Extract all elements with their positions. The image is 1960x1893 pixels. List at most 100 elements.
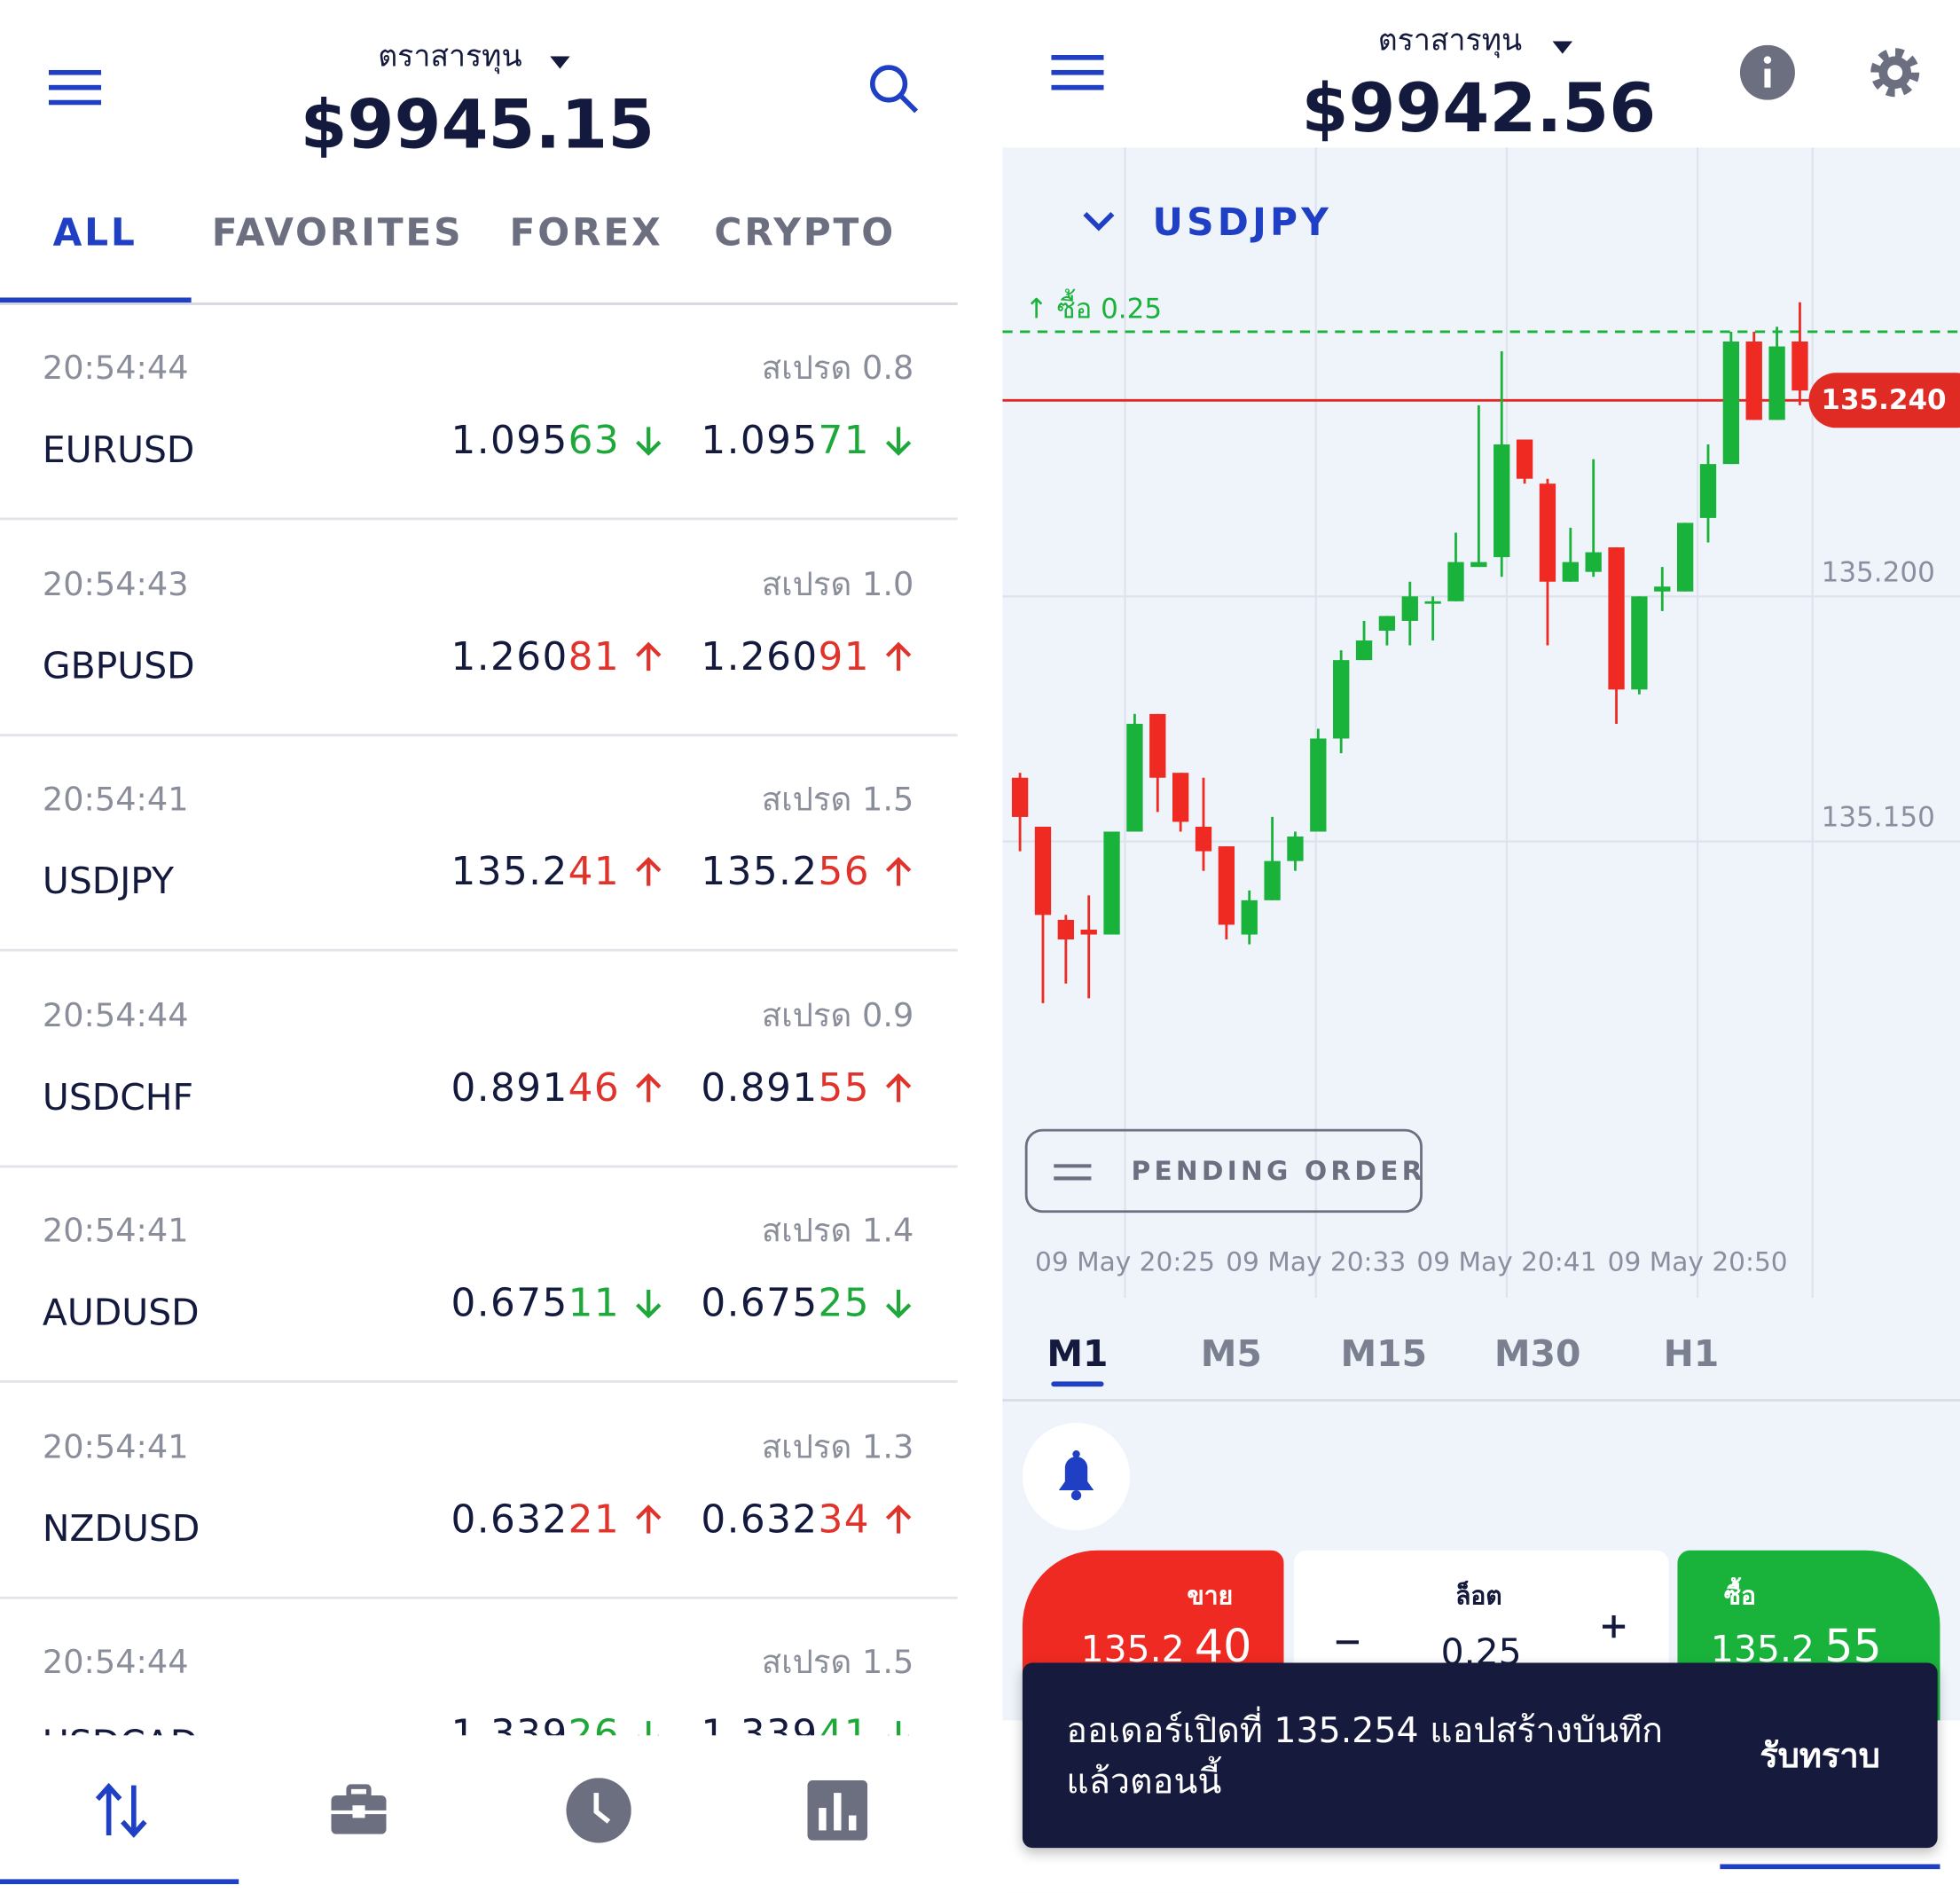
- ask-price[interactable]: 0.89155: [701, 1068, 914, 1108]
- nav-history-glyph: [566, 1778, 631, 1843]
- info-button-glyph: [1739, 44, 1795, 100]
- nav-history[interactable]: [566, 1778, 631, 1843]
- candle-body: [1745, 342, 1762, 420]
- price-main: 0.675: [451, 1280, 568, 1326]
- dropdown-caret[interactable]: [550, 50, 570, 69]
- bid-price[interactable]: 0.89146: [451, 1068, 665, 1108]
- nav-portfolio[interactable]: [331, 1784, 387, 1834]
- ask-price[interactable]: 1.09571: [701, 421, 914, 461]
- nav-stats[interactable]: [807, 1780, 868, 1841]
- toast-action[interactable]: รับทราบ: [1760, 1737, 1880, 1777]
- nav-trade[interactable]: [95, 1782, 147, 1838]
- candle-body: [1333, 660, 1350, 739]
- candle-body: [1516, 439, 1533, 479]
- x-tick-label: 09 May 20:25: [1035, 1246, 1215, 1277]
- balance: $9942.56: [1301, 68, 1657, 148]
- bid-price[interactable]: 1.09563: [451, 421, 665, 461]
- candle-body: [1562, 562, 1579, 582]
- spread: สเปรด 1.3: [761, 1428, 914, 1466]
- quote-time: 20:54:41: [42, 781, 189, 820]
- dropdown-caret[interactable]: [1552, 35, 1573, 54]
- menu-button[interactable]: [1051, 55, 1104, 90]
- symbol[interactable]: USDCHF: [42, 1075, 194, 1119]
- symbol[interactable]: NZDUSD: [42, 1506, 200, 1550]
- ask-price[interactable]: 1.26091: [701, 637, 914, 677]
- settings-button-glyph: [1870, 48, 1920, 98]
- menu-button[interactable]: [48, 69, 102, 106]
- candle-body: [1494, 444, 1510, 558]
- candle-body: [1264, 860, 1281, 900]
- left-panel: [0, 0, 960, 1893]
- spread: สเปรด 1.0: [761, 565, 914, 604]
- ask-price[interactable]: 0.63234: [701, 1500, 914, 1539]
- tab[interactable]: FOREX: [509, 211, 663, 255]
- candle-body: [1791, 342, 1808, 391]
- pending-order-glyph-glyph: [1054, 1164, 1092, 1181]
- chart-symbol[interactable]: USDJPY: [1152, 200, 1333, 246]
- timeframe-tab[interactable]: M1: [1047, 1331, 1109, 1375]
- candle-body: [1287, 837, 1304, 861]
- timeframe-tab[interactable]: M15: [1340, 1331, 1428, 1375]
- search-button[interactable]: [867, 62, 920, 114]
- symbol[interactable]: USDJPY: [42, 859, 175, 902]
- info-button[interactable]: [1739, 44, 1795, 100]
- tab[interactable]: ALL: [52, 211, 137, 255]
- lot-increase-glyph: [1602, 1614, 1626, 1638]
- tab[interactable]: CRYPTO: [714, 211, 896, 255]
- bid-price[interactable]: 0.63221: [451, 1500, 665, 1539]
- search-button-glyph: [869, 65, 919, 114]
- candle-body: [1057, 919, 1074, 940]
- candle-body: [1195, 826, 1212, 852]
- price-main: 0.891: [701, 1064, 819, 1111]
- candle-body: [1424, 601, 1441, 604]
- buy-price: 135.2 55: [1711, 1625, 1882, 1670]
- price-main: 0.632: [701, 1496, 819, 1542]
- symbol[interactable]: AUDUSD: [42, 1291, 200, 1334]
- candle-body: [1608, 547, 1625, 690]
- alert-button[interactable]: [1022, 1422, 1131, 1531]
- x-tick-label: 09 May 20:33: [1226, 1246, 1407, 1277]
- quote-time: 20:54:41: [42, 1428, 189, 1466]
- price-main: 1.260: [451, 633, 568, 679]
- tab-divider: [0, 302, 958, 305]
- price-main: 1.260: [701, 633, 819, 679]
- price-pips: 63: [568, 418, 621, 464]
- account-label[interactable]: ตราสารทุน: [378, 38, 522, 75]
- nav-trade-glyph: [95, 1782, 147, 1838]
- bid-price[interactable]: 0.67511: [451, 1284, 665, 1324]
- timeframe-tab[interactable]: M5: [1200, 1331, 1262, 1375]
- lot-increase[interactable]: [1602, 1614, 1626, 1638]
- quote-time: 20:54:43: [42, 565, 189, 604]
- price-pips: 40: [1194, 1622, 1252, 1673]
- bid-price[interactable]: 1.26081: [451, 637, 665, 677]
- price-pips: 41: [568, 849, 621, 895]
- timeframe-tab[interactable]: M30: [1494, 1331, 1581, 1375]
- account-label[interactable]: ตราสารทุน: [1377, 22, 1523, 58]
- tab[interactable]: FAVORITES: [211, 211, 464, 255]
- ask-price[interactable]: 135.256: [701, 852, 914, 892]
- price-main: 0.632: [451, 1496, 568, 1542]
- timeframe-tab[interactable]: H1: [1663, 1331, 1720, 1375]
- pending-order-button[interactable]: [1024, 1128, 1423, 1214]
- candle-body: [1539, 483, 1556, 582]
- price-main: 0.891: [451, 1064, 568, 1111]
- ask-price[interactable]: 0.67525: [701, 1284, 914, 1324]
- pending-order-label[interactable]: PENDING ORDER: [1131, 1156, 1426, 1186]
- bid-price[interactable]: 135.241: [451, 849, 665, 895]
- symbol-chevron[interactable]: [1083, 211, 1116, 232]
- row-divider: [0, 1380, 958, 1383]
- candle-body: [1631, 596, 1648, 690]
- toast: [1022, 1662, 1938, 1849]
- balance: $9945.15: [300, 84, 655, 164]
- sell-price: 135.2 40: [1081, 1625, 1252, 1670]
- settings-button[interactable]: [1868, 45, 1923, 100]
- symbol[interactable]: EURUSD: [42, 428, 195, 471]
- symbol[interactable]: GBPUSD: [42, 643, 195, 687]
- candle-body: [1699, 464, 1717, 518]
- price-main: 1.095: [701, 418, 819, 464]
- candle-body: [1676, 522, 1694, 592]
- row-divider: [0, 1164, 958, 1167]
- candle-body: [1218, 846, 1235, 925]
- lot-decrease[interactable]: [1336, 1625, 1360, 1645]
